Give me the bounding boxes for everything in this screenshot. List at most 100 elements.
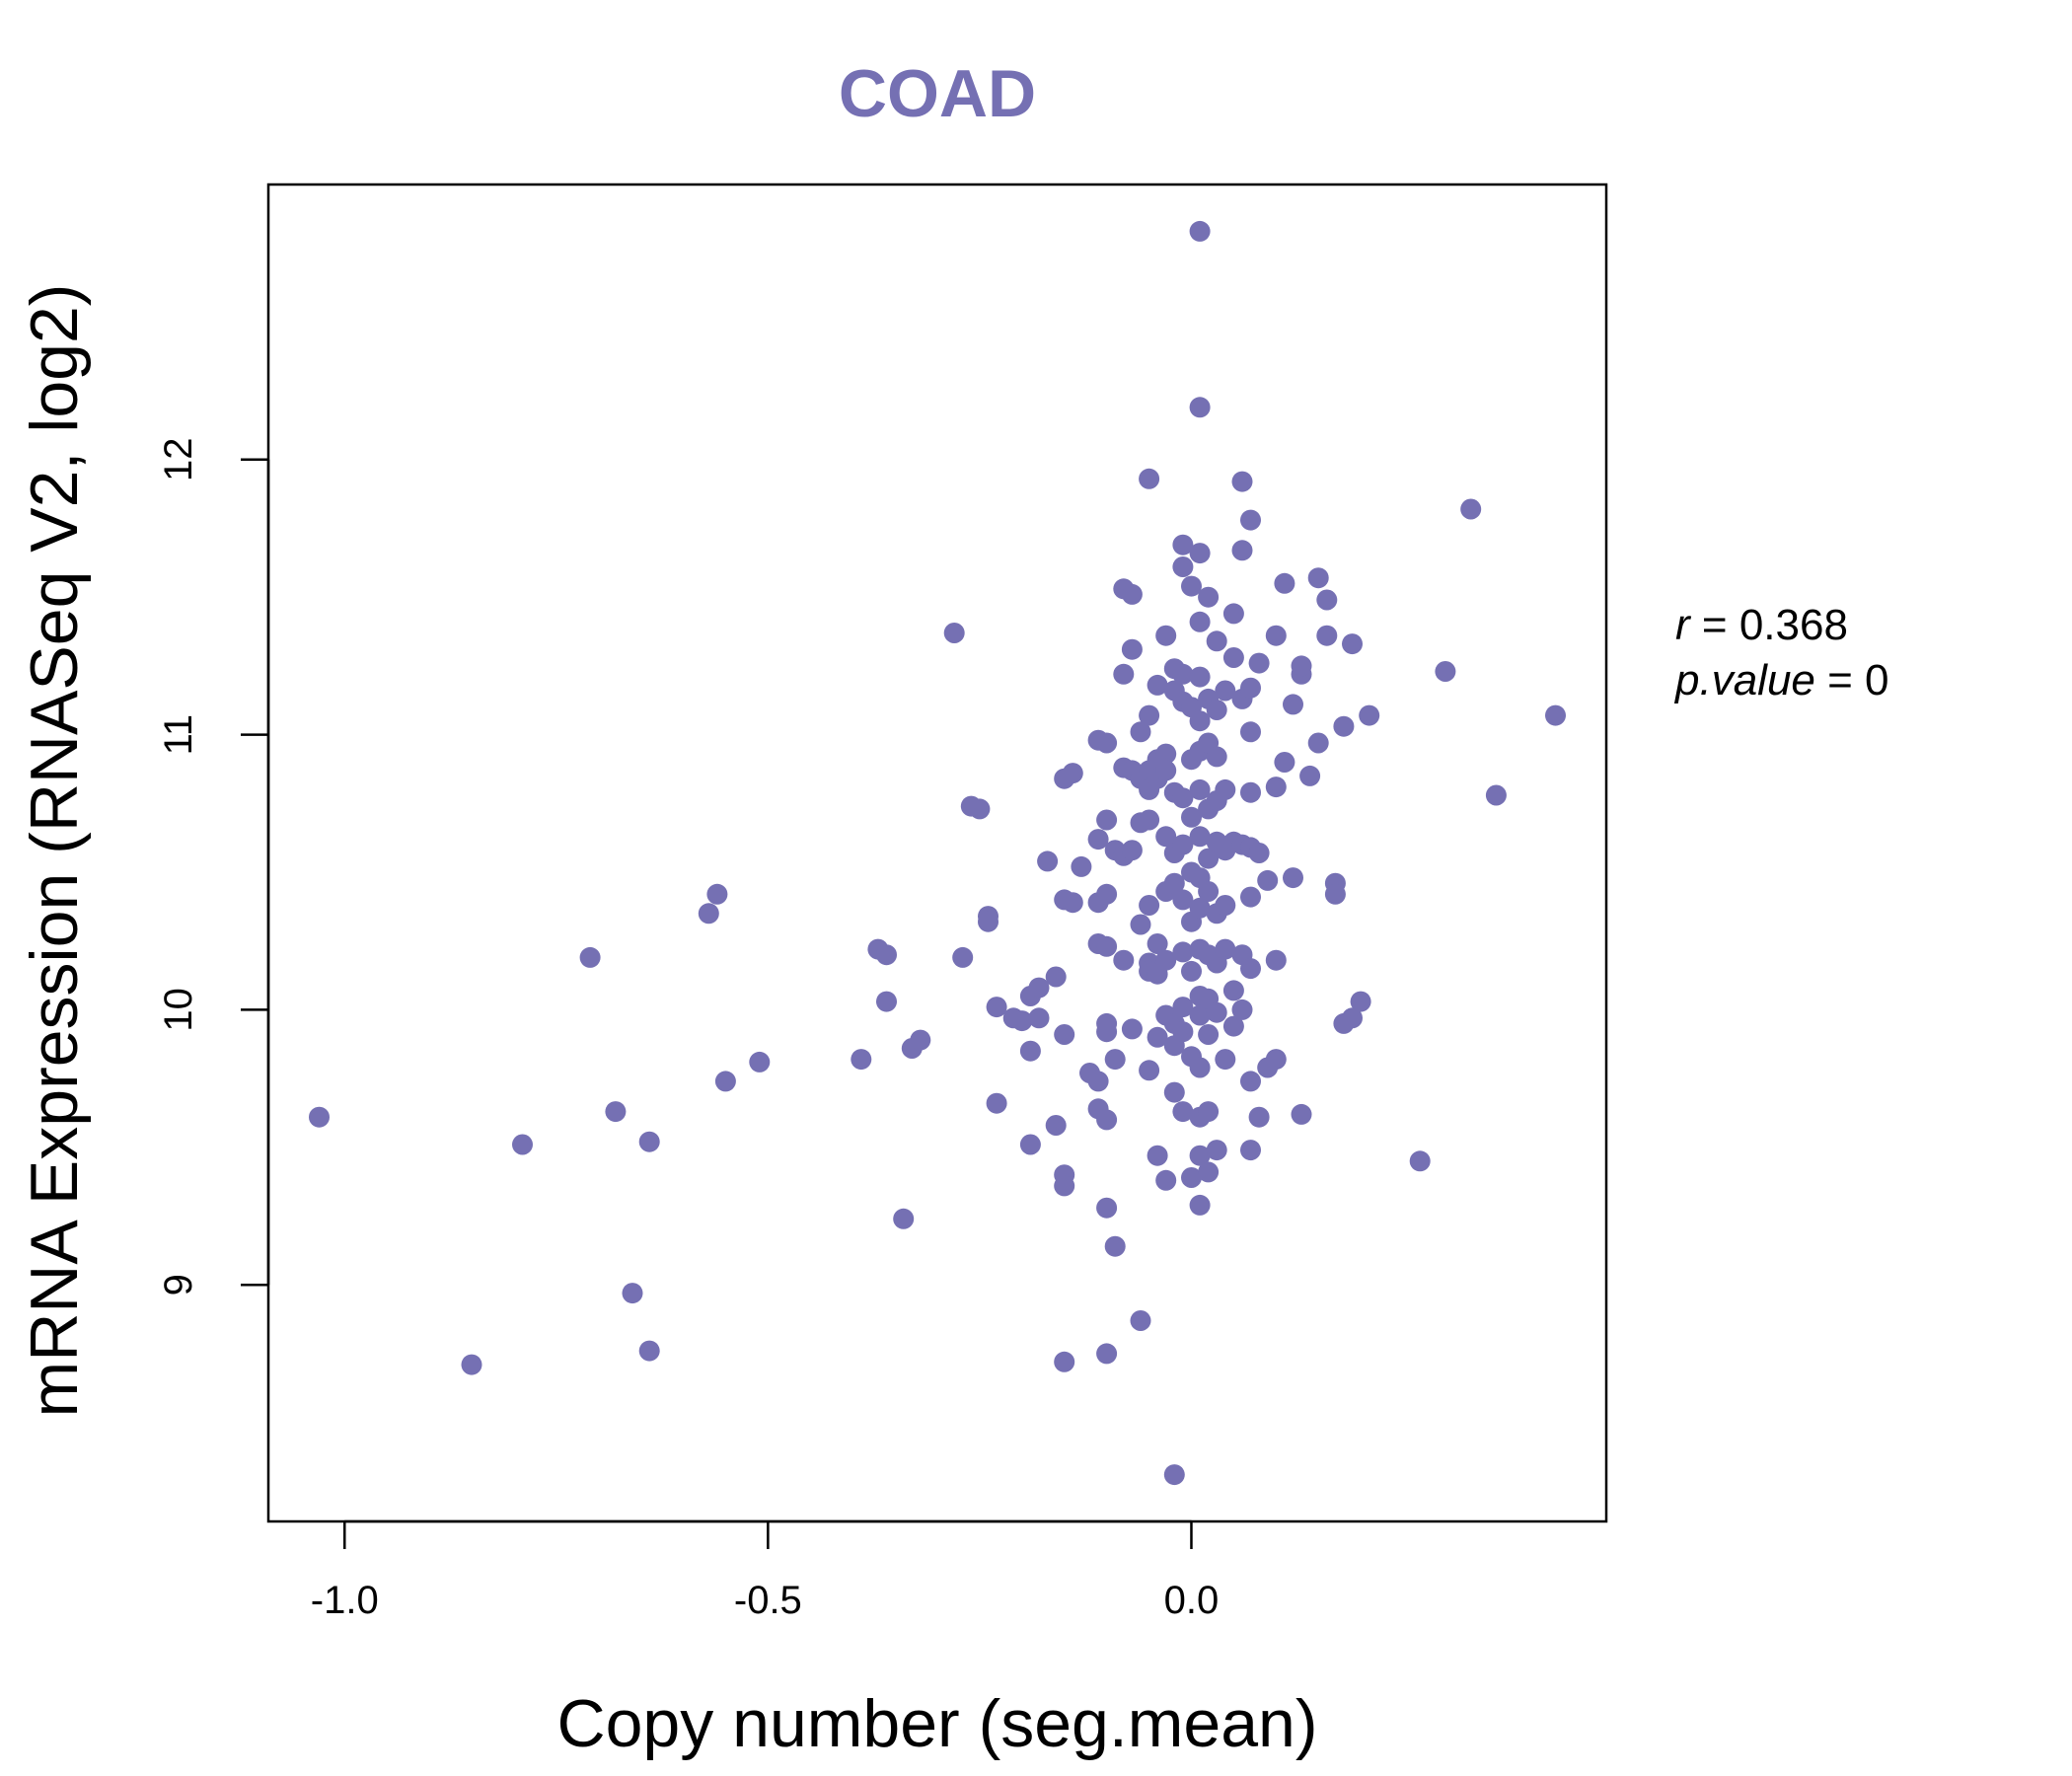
- data-point-73: [1121, 840, 1143, 861]
- data-point-227: [1435, 661, 1456, 682]
- p-label: p.value: [1673, 656, 1815, 704]
- y-tick-label-2: 11: [157, 714, 200, 756]
- data-point-222: [1342, 633, 1363, 655]
- data-point-130: [1181, 960, 1202, 982]
- data-point-140: [1189, 778, 1211, 800]
- data-point-80: [1139, 468, 1160, 489]
- data-point-205: [1265, 1049, 1287, 1071]
- data-point-176: [1215, 1049, 1236, 1071]
- data-point-115: [1172, 663, 1194, 685]
- data-point-160: [1198, 1101, 1220, 1123]
- data-point-39: [1054, 1024, 1075, 1045]
- data-point-175: [1215, 938, 1236, 960]
- data-point-42: [1054, 1351, 1075, 1372]
- data-point-9: [706, 883, 728, 905]
- data-point-228: [1460, 498, 1482, 520]
- data-point-10: [714, 1071, 736, 1092]
- data-point-215: [1307, 732, 1329, 754]
- data-point-149: [1189, 1145, 1211, 1166]
- data-point-6: [638, 1340, 660, 1362]
- data-point-103: [1155, 1169, 1177, 1191]
- x-tick-label-1: -0.5: [734, 1579, 802, 1622]
- data-point-147: [1189, 1057, 1211, 1078]
- data-point-133: [1189, 220, 1211, 242]
- data-point-170: [1206, 1140, 1227, 1161]
- data-point-58: [1096, 1021, 1118, 1043]
- data-point-108: [1163, 872, 1185, 894]
- data-point-194: [1240, 958, 1261, 980]
- data-point-180: [1222, 980, 1244, 1001]
- p-equals: =: [1827, 656, 1865, 704]
- data-point-163: [1206, 700, 1227, 720]
- data-point-98: [1155, 760, 1177, 781]
- data-point-8: [698, 903, 719, 925]
- data-point-117: [1172, 787, 1194, 809]
- data-point-156: [1198, 881, 1220, 902]
- data-point-132: [1181, 1167, 1202, 1188]
- y-axis-label: mRNA Expression (RNASeq V2, log2): [17, 284, 92, 1418]
- data-point-213: [1299, 765, 1321, 786]
- data-point-43: [1062, 763, 1083, 784]
- data-point-4: [605, 1101, 627, 1123]
- data-point-35: [1045, 966, 1067, 988]
- data-point-217: [1316, 625, 1338, 646]
- data-point-183: [1231, 540, 1253, 561]
- y-tick-label-1: 10: [157, 988, 200, 1032]
- data-point-55: [1096, 883, 1118, 905]
- data-point-0: [309, 1106, 330, 1128]
- y-axis: 9 10 11 12: [157, 438, 270, 1295]
- data-point-97: [1155, 743, 1177, 765]
- data-point-69: [1113, 949, 1135, 971]
- data-point-81: [1139, 704, 1160, 726]
- data-point-207: [1274, 752, 1295, 773]
- data-point-197: [1248, 652, 1270, 674]
- data-point-206: [1274, 572, 1295, 594]
- data-point-202: [1265, 625, 1287, 646]
- x-tick-label-0: -1.0: [311, 1579, 379, 1622]
- data-point-220: [1333, 715, 1355, 737]
- data-point-53: [1096, 732, 1118, 754]
- data-point-143: [1189, 897, 1211, 919]
- data-point-195: [1240, 1071, 1261, 1092]
- x-axis-label: Copy number (seg.mean): [556, 1686, 1317, 1761]
- r-statistic: r = 0.368: [1675, 601, 1848, 649]
- r-value: 0.368: [1739, 601, 1848, 649]
- data-point-122: [1172, 1021, 1194, 1043]
- data-point-5: [622, 1283, 643, 1304]
- data-point-101: [1155, 949, 1177, 971]
- data-point-141: [1189, 826, 1211, 848]
- data-point-146: [1189, 1004, 1211, 1026]
- data-point-15: [876, 944, 897, 966]
- data-point-24: [978, 911, 999, 932]
- data-point-95: [1147, 1145, 1168, 1166]
- data-point-11: [749, 1051, 771, 1073]
- data-point-174: [1215, 895, 1236, 916]
- data-point-71: [1121, 638, 1143, 660]
- data-point-114: [1172, 556, 1194, 577]
- data-point-78: [1130, 914, 1151, 935]
- x-axis: -1.0 -0.5 0.0: [311, 1519, 1219, 1622]
- data-point-28: [1011, 1010, 1033, 1032]
- data-point-187: [1231, 999, 1253, 1020]
- data-point-19: [943, 623, 965, 643]
- y-tick-label-3: 12: [157, 438, 200, 482]
- data-point-18: [910, 1029, 931, 1051]
- data-point-79: [1130, 1310, 1151, 1331]
- data-point-188: [1240, 509, 1261, 531]
- data-point-120: [1172, 941, 1194, 963]
- data-point-135: [1189, 543, 1211, 564]
- data-point-190: [1240, 721, 1261, 743]
- data-point-20: [952, 946, 974, 968]
- data-point-63: [1104, 1049, 1126, 1071]
- data-point-22: [969, 798, 991, 820]
- r-equals: =: [1702, 601, 1739, 649]
- data-point-54: [1096, 809, 1118, 831]
- data-point-203: [1265, 777, 1287, 798]
- chart-title: COAD: [839, 56, 1036, 131]
- data-point-41: [1054, 1175, 1075, 1197]
- data-point-199: [1248, 1106, 1270, 1128]
- data-point-162: [1206, 630, 1227, 652]
- data-point-226: [1409, 1150, 1431, 1172]
- data-point-225: [1359, 704, 1380, 726]
